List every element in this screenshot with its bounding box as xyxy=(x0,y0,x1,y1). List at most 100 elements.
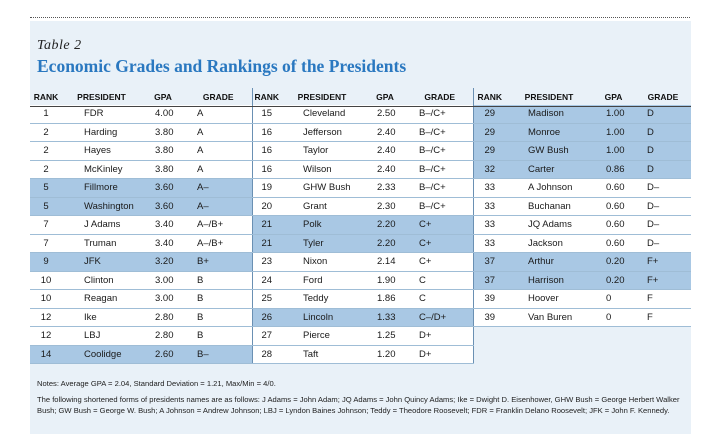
rank-cell: 12 xyxy=(30,326,62,346)
president-cell: GHW Bush xyxy=(281,178,363,198)
col-gpa: GPA xyxy=(154,91,172,102)
president-cell: Buchanan xyxy=(506,197,592,216)
gpa-cell: 3.40 xyxy=(141,234,185,253)
grade-cell: B xyxy=(185,271,252,290)
grade-cell: A–/B+ xyxy=(185,234,252,253)
gpa-cell: 0 xyxy=(592,289,635,309)
rank-cell: 33 xyxy=(472,178,506,198)
header-rule xyxy=(30,106,691,107)
president-cell: Clinton xyxy=(62,271,141,290)
empty-cell xyxy=(592,345,635,364)
grade-cell: A xyxy=(185,123,252,142)
president-cell: Fillmore xyxy=(62,178,141,198)
grade-cell: B–/C+ xyxy=(407,197,473,216)
gpa-cell: 2.14 xyxy=(363,252,407,272)
grade-cell: B–/C+ xyxy=(407,105,473,124)
gpa-cell: 0.60 xyxy=(592,234,635,253)
gpa-cell: 1.86 xyxy=(363,289,407,309)
rank-cell: 33 xyxy=(472,234,506,253)
grade-cell: D xyxy=(635,160,691,179)
president-cell: McKinley xyxy=(62,160,141,179)
table-row: 2 McKinley 3.80 A 16 Wilson 2.40 B–/C+ 32 Carter 0… xyxy=(30,160,691,179)
rank-cell: 29 xyxy=(472,105,506,124)
president-cell: Madison xyxy=(506,105,592,124)
president-cell: Washington xyxy=(62,197,141,216)
col-president: PRESIDENT xyxy=(297,91,347,102)
gpa-cell: 1.00 xyxy=(592,105,635,124)
grade-cell: C xyxy=(407,289,473,309)
rank-cell: 21 xyxy=(251,234,281,253)
grade-cell: A– xyxy=(185,178,252,198)
empty-cell xyxy=(635,345,691,364)
rank-cell: 16 xyxy=(251,123,281,142)
grade-cell: B xyxy=(185,308,252,327)
president-cell: Grant xyxy=(281,197,363,216)
notes-summary: Notes: Average GPA = 2.04, Standard Devi… xyxy=(37,379,276,388)
president-cell: Van Buren xyxy=(506,308,592,327)
rank-cell: 25 xyxy=(251,289,281,309)
rank-cell: 16 xyxy=(251,160,281,179)
president-cell: GW Bush xyxy=(506,141,592,161)
gpa-cell: 3.00 xyxy=(141,271,185,290)
table-body: 1 FDR 4.00 A 15 Cleveland 2.50 B–/C+ 29 Madison 1.… xyxy=(30,105,691,364)
grade-cell: D+ xyxy=(407,326,473,346)
gpa-cell: 3.60 xyxy=(141,178,185,198)
president-cell: Hayes xyxy=(62,141,141,161)
grade-cell: A xyxy=(185,105,252,124)
table-notes: Notes: Average GPA = 2.04, Standard Devi… xyxy=(37,378,685,421)
gpa-cell: 1.20 xyxy=(363,345,407,364)
table-row: 14 Coolidge 2.60 B– 28 Taft 1.20 D+ xyxy=(30,345,691,364)
president-cell: Truman xyxy=(62,234,141,253)
grade-cell: F+ xyxy=(635,252,691,272)
grade-cell: D– xyxy=(635,197,691,216)
gpa-cell: 3.00 xyxy=(141,289,185,309)
rank-cell: 21 xyxy=(251,215,281,235)
president-cell: LBJ xyxy=(62,326,141,346)
grade-cell: A xyxy=(185,160,252,179)
grade-cell: F xyxy=(635,308,691,327)
gpa-cell: 0 xyxy=(592,308,635,327)
gpa-cell: 1.00 xyxy=(592,141,635,161)
gpa-cell: 4.00 xyxy=(141,105,185,124)
rank-cell: 39 xyxy=(472,308,506,327)
grade-cell: A xyxy=(185,141,252,161)
table-row: 2 Hayes 3.80 A 16 Taylor 2.40 B–/C+ 29 GW Bush 1.0… xyxy=(30,141,691,161)
table-row: 12 Ike 2.80 B 26 Lincoln 1.33 C–/D+ 39 Van Buren 0… xyxy=(30,308,691,327)
rank-cell: 29 xyxy=(472,123,506,142)
grade-cell: B xyxy=(185,289,252,309)
grade-cell: D xyxy=(635,123,691,142)
empty-cell xyxy=(506,326,592,345)
president-cell: Lincoln xyxy=(281,308,363,327)
president-cell: Polk xyxy=(281,215,363,235)
rank-cell: 7 xyxy=(30,215,62,235)
president-cell: Jefferson xyxy=(281,123,363,142)
grade-cell: D– xyxy=(635,234,691,253)
president-cell: Taft xyxy=(281,345,363,364)
grade-cell: A– xyxy=(185,197,252,216)
president-cell: J Adams xyxy=(62,215,141,235)
gpa-cell: 2.20 xyxy=(363,215,407,235)
rank-cell: 16 xyxy=(251,141,281,161)
gpa-cell: 1.33 xyxy=(363,308,407,327)
rank-cell: 1 xyxy=(30,105,62,124)
grade-cell: C–/D+ xyxy=(407,308,473,327)
table-title: Economic Grades and Rankings of the Pres… xyxy=(37,56,407,76)
gpa-cell: 3.80 xyxy=(141,123,185,142)
president-cell: JQ Adams xyxy=(506,215,592,235)
gpa-cell: 1.00 xyxy=(592,123,635,142)
president-cell: Monroe xyxy=(506,123,592,142)
president-cell: Harrison xyxy=(506,271,592,290)
rank-cell: 37 xyxy=(472,271,506,290)
rank-cell: 10 xyxy=(30,271,62,290)
grade-cell: C+ xyxy=(407,234,473,253)
gpa-cell: 2.80 xyxy=(141,326,185,346)
col-rank: RANK xyxy=(251,88,281,105)
president-cell: Teddy xyxy=(281,289,363,309)
grade-cell: B– xyxy=(185,345,252,364)
rank-cell: 23 xyxy=(251,252,281,272)
notes-abbreviations: The following shortened forms of preside… xyxy=(37,395,680,415)
table-row: 5 Fillmore 3.60 A– 19 GHW Bush 2.33 B–/C+ 33 A Jo… xyxy=(30,178,691,198)
grade-cell: B–/C+ xyxy=(407,178,473,198)
grade-cell: B+ xyxy=(185,252,252,272)
